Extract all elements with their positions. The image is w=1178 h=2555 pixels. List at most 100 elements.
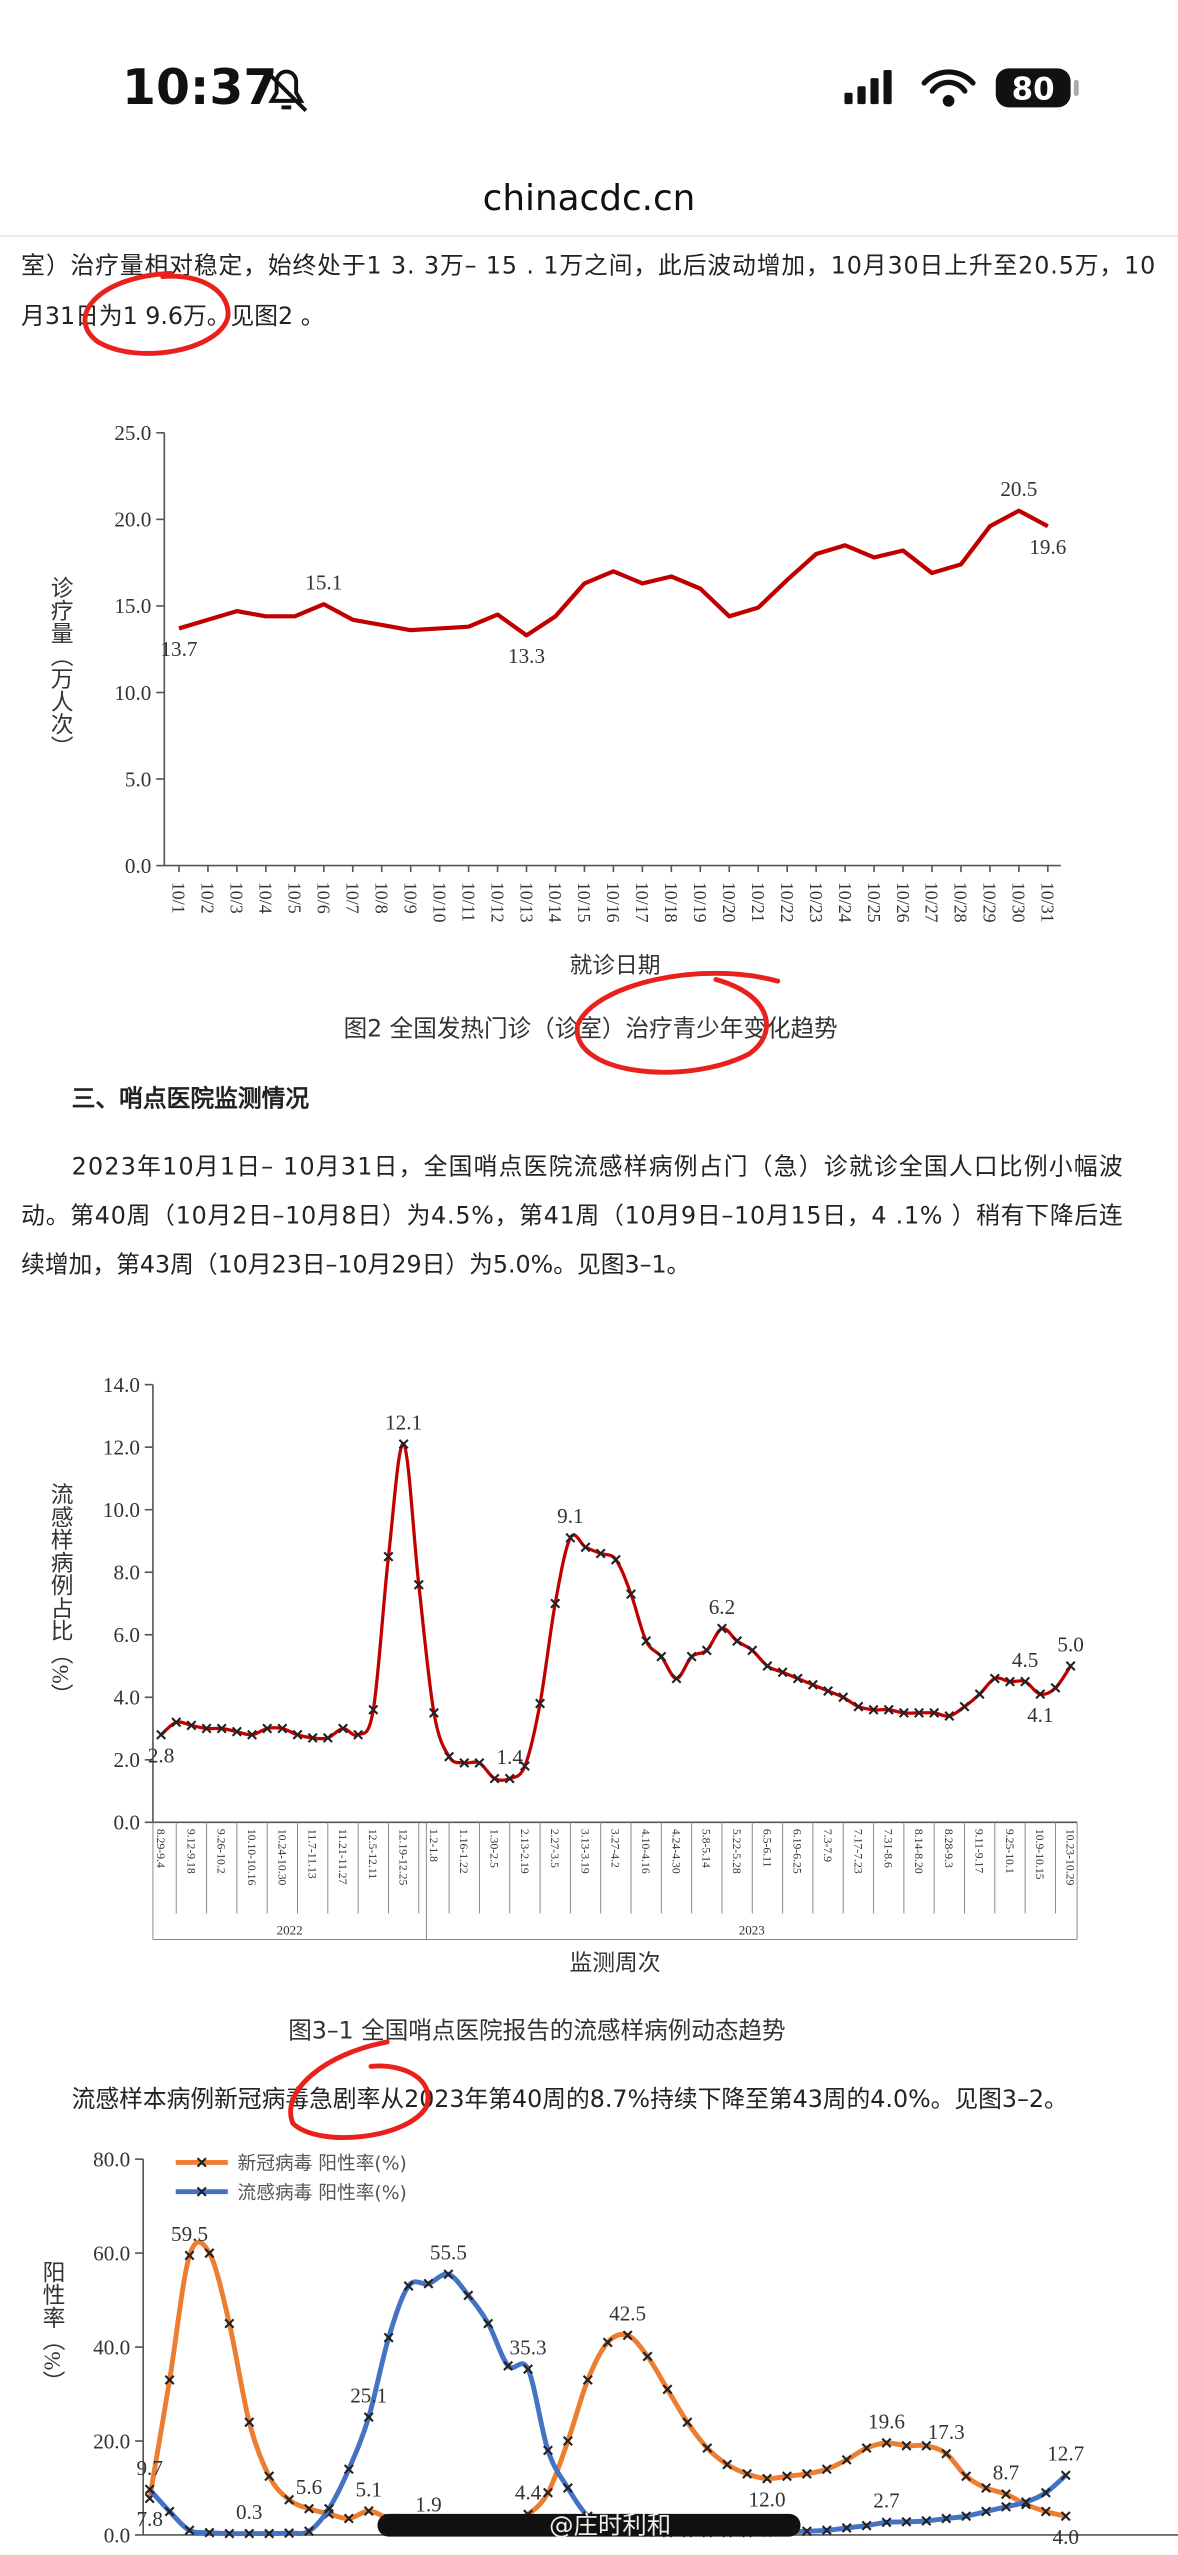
point-marker: [343, 2464, 354, 2475]
point-marker: [224, 2528, 235, 2539]
url[interactable]: chinacdc.cn: [483, 178, 696, 219]
point-marker: [277, 1723, 288, 1734]
y-tick-label: 0.0: [104, 2523, 130, 2547]
point-marker: [403, 2280, 414, 2291]
point-marker: [989, 1673, 1000, 1684]
y-tick-label: 80.0: [93, 2147, 130, 2171]
y-tick-label: 14.0: [103, 1373, 140, 1397]
point-marker: [383, 1551, 394, 1562]
legend-label: 流感病毒 阳性率(%): [238, 2183, 407, 2204]
point-marker: [626, 1589, 636, 1600]
x-tick-label: 10/18: [661, 882, 681, 923]
x-tick-label: 1.30-2.5: [487, 1829, 500, 1868]
point-marker: [247, 1729, 258, 1740]
x-tick-label: 10/20: [719, 882, 739, 923]
point-marker: [474, 1757, 485, 1768]
point-marker: [641, 1636, 652, 1646]
paragraph-line: 动。第40周（10月2日–10月8日）为4.5%，第41周（10月9日–10月1…: [21, 1202, 1123, 1230]
y-tick-label: 10.0: [103, 1498, 140, 1522]
point-marker: [565, 1532, 576, 1543]
data-label: 15.1: [305, 571, 342, 595]
x-tick-label: 7.17-7.23: [851, 1829, 864, 1874]
x-tick-label: 10/27: [922, 882, 942, 923]
x-tick-label: 10/6: [314, 882, 334, 914]
x-tick-label: 10/26: [893, 882, 913, 923]
x-tick-label: 10/5: [285, 882, 305, 914]
data-label: 7.8: [136, 2507, 162, 2531]
x-tick-label: 10/17: [632, 882, 652, 923]
point-marker: [1020, 1676, 1031, 1687]
point-marker: [582, 2374, 593, 2385]
point-marker: [961, 2471, 972, 2482]
point-marker: [781, 2471, 792, 2482]
point-marker: [292, 1729, 303, 1740]
point-marker: [841, 2454, 852, 2465]
data-label: 12.7: [1047, 2442, 1084, 2466]
y-tick-label: 40.0: [93, 2335, 130, 2359]
y-tick-label: 8.0: [113, 1561, 139, 1585]
point-marker: [901, 2440, 912, 2451]
x-tick-label: 10/23: [806, 882, 826, 923]
point-marker: [792, 1673, 803, 1684]
point-marker: [853, 1701, 864, 1712]
point-marker: [595, 1548, 606, 1559]
x-tick-label: 2.13-2.19: [518, 1829, 531, 1874]
x-tick-label: 1.2-1.8: [427, 1829, 440, 1862]
point-marker: [156, 1729, 167, 1740]
x-tick-label: 10/9: [400, 882, 420, 914]
point-marker: [503, 2360, 514, 2371]
x-tick-label: 10/11: [458, 882, 478, 922]
data-label: 35.3: [510, 2335, 547, 2359]
point-marker: [542, 2487, 553, 2498]
point-marker: [974, 1689, 985, 1700]
point-marker: [284, 2528, 295, 2539]
x-tick-label: 10/21: [748, 882, 768, 923]
point-marker: [413, 1579, 424, 1590]
point-marker: [428, 1707, 439, 1718]
point-marker: [841, 2522, 852, 2533]
point-marker: [656, 1651, 667, 1662]
point-marker: [204, 2248, 215, 2259]
point-marker: [1050, 1682, 1061, 1693]
paragraph-line: 月31日为1 9.6万。见图2 。: [21, 302, 324, 330]
point-marker: [186, 1720, 197, 1731]
y-axis-label: 阳性率（%）: [40, 2260, 65, 2393]
x-tick-label: 10/25: [864, 882, 884, 923]
data-label: 0.3: [236, 2500, 262, 2524]
point-marker: [821, 2464, 832, 2475]
point-marker: [550, 1598, 561, 1609]
x-tick-label: 9.12-9.18: [184, 1829, 197, 1874]
signal-icon: [844, 69, 892, 105]
x-tick-label: 10/29: [980, 882, 1000, 923]
data-label: 13.3: [508, 644, 545, 668]
point-marker: [981, 2483, 992, 2493]
x-tick-label: 10/30: [1009, 882, 1029, 923]
point-marker: [921, 2515, 932, 2526]
point-marker: [742, 2468, 753, 2479]
x-tick-label: 10.23-10.29: [1064, 1829, 1077, 1886]
point-marker: [610, 1554, 621, 1565]
x-tick-label: 10/19: [690, 882, 710, 923]
point-marker: [444, 1751, 455, 1762]
point-marker: [929, 1707, 940, 1718]
y-tick-label: 20.0: [93, 2429, 130, 2453]
y-tick-label: 10.0: [114, 681, 151, 705]
data-label: 8.7: [993, 2460, 1019, 2484]
battery-tip: [1073, 79, 1079, 97]
data-label: 5.6: [296, 2475, 322, 2499]
point-marker: [722, 2459, 733, 2470]
series-line: [178, 508, 1049, 638]
point-marker: [642, 2351, 653, 2362]
point-marker: [1004, 1676, 1015, 1687]
point-marker: [602, 2337, 613, 2348]
x-tick-label: 2.27-3.5: [548, 1829, 561, 1868]
point-marker: [762, 1661, 773, 1671]
year-label: 2022: [277, 1923, 303, 1938]
point-marker: [686, 1651, 697, 1662]
point-marker: [1060, 2470, 1071, 2481]
point-marker: [262, 1723, 273, 1734]
x-tick-label: 10/8: [371, 882, 391, 914]
point-marker: [307, 1732, 318, 1743]
